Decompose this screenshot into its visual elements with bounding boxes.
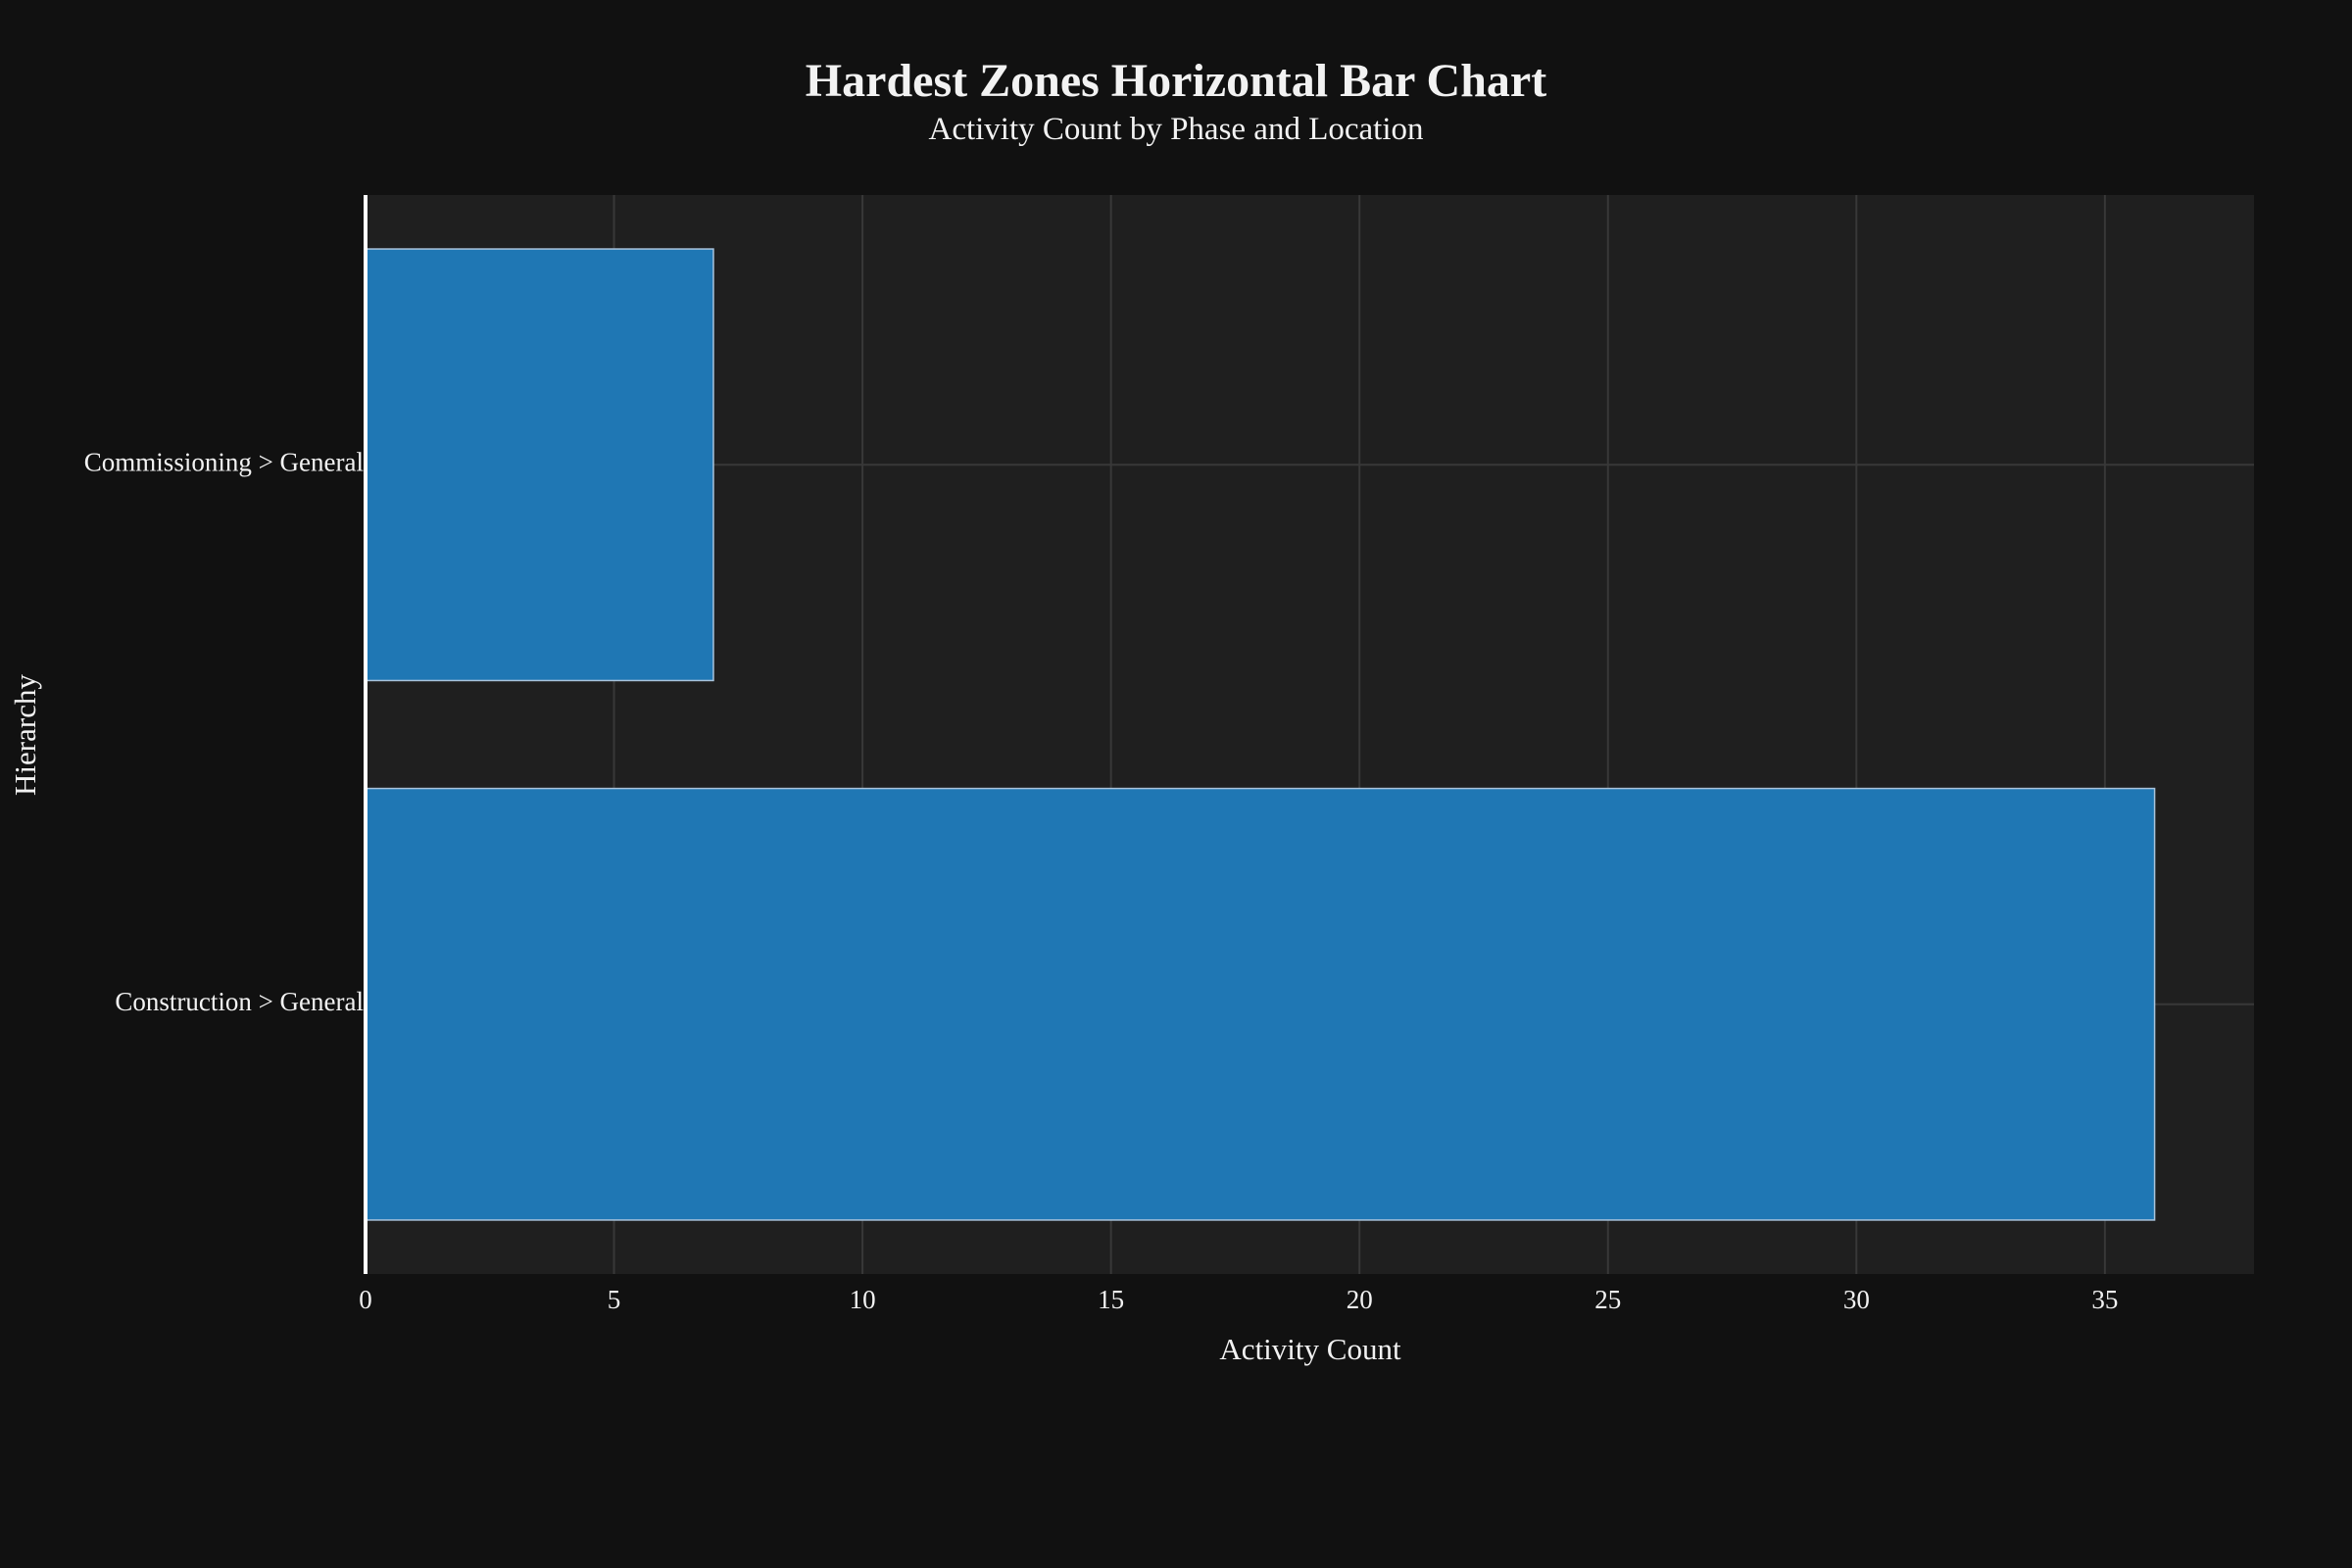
chart-title: Hardest Zones Horizontal Bar Chart xyxy=(806,55,1546,107)
x-tick-labels: 0 5 10 15 20 25 30 35 xyxy=(359,1285,2118,1314)
x-tick-label: 35 xyxy=(2091,1285,2118,1314)
x-axis-title: Activity Count xyxy=(1219,1332,1401,1366)
chart-subtitle: Activity Count by Phase and Location xyxy=(928,112,1423,147)
y-tick-label: Commissioning > General xyxy=(84,447,364,476)
y-tick-label: Construction > General xyxy=(115,987,364,1016)
x-tick-label: 0 xyxy=(359,1285,372,1314)
x-tick-label: 15 xyxy=(1098,1285,1124,1314)
x-tick-label: 10 xyxy=(850,1285,876,1314)
x-tick-label: 20 xyxy=(1347,1285,1373,1314)
y-axis-title: Hierarchy xyxy=(8,674,42,796)
x-tick-label: 30 xyxy=(1843,1285,1870,1314)
x-tick-label: 25 xyxy=(1594,1285,1621,1314)
bar xyxy=(365,248,714,682)
bar xyxy=(365,787,2156,1221)
y-tick-labels: Commissioning > General Construction > Ge… xyxy=(84,447,364,1016)
x-tick-label: 5 xyxy=(608,1285,621,1314)
bar-layer xyxy=(365,248,2156,1221)
